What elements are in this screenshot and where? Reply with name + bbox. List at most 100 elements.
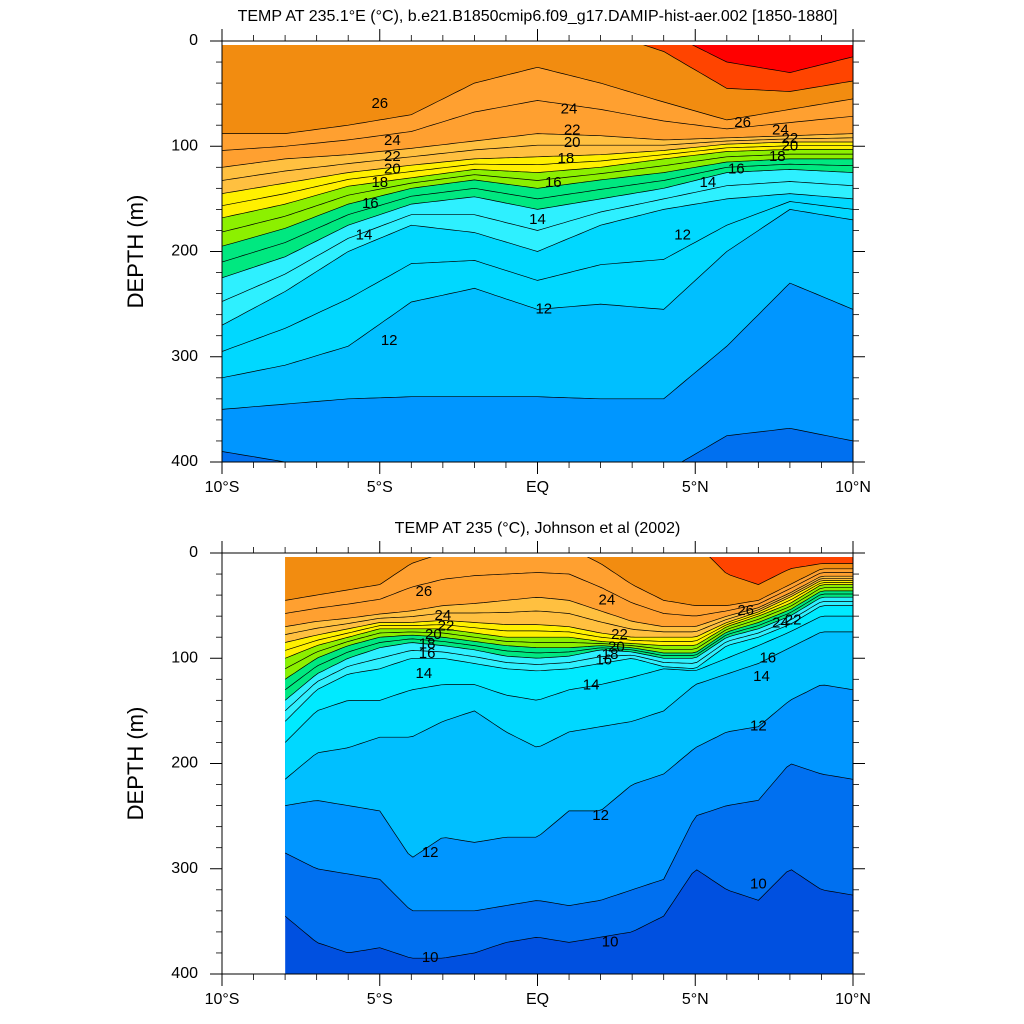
isotherm-25	[285, 572, 853, 617]
contour-label: 14	[416, 665, 433, 682]
isotherm-10	[285, 763, 854, 912]
isotherm-13	[222, 201, 853, 352]
contour-label: 18	[371, 174, 388, 191]
temperature-field	[285, 557, 854, 974]
contour-label: 20	[608, 639, 625, 656]
contour-label: 10	[750, 875, 767, 892]
x-tick-label: EQ	[526, 991, 549, 1008]
isotherm-16	[285, 596, 853, 701]
isotherm-23	[285, 577, 853, 635]
isotherm-22	[285, 580, 853, 643]
y-tick-label: 200	[171, 243, 198, 260]
contour-label: 22	[384, 148, 401, 165]
isotherm-20	[285, 584, 853, 659]
y-axis-label: DEPTH (m)	[123, 195, 148, 309]
y-tick-label: 0	[189, 544, 198, 561]
x-tick-label: 10°N	[835, 479, 871, 496]
isotherm-26	[285, 557, 853, 606]
isotherm-22	[222, 141, 853, 194]
isotherm-14	[285, 605, 853, 722]
contour-label: 10	[602, 933, 619, 950]
contour-label: 24	[772, 614, 789, 631]
contour-label: 24	[435, 607, 452, 624]
chart-title: TEMP AT 235.1°E (°C), b.e21.B1850cmip6.f…	[238, 8, 838, 25]
isotherm-14	[222, 193, 853, 326]
chart-title: TEMP AT 235 (°C), Johnson et al (2002)	[395, 520, 681, 537]
isotherm-12	[222, 209, 853, 379]
contour-label: 26	[371, 95, 388, 112]
contour-label: 22	[782, 130, 799, 147]
x-tick-label: 10°S	[205, 479, 240, 496]
contour-label: 16	[362, 195, 379, 212]
contour-label: 22	[438, 618, 455, 635]
isotherm-10	[222, 427, 853, 462]
temperature-field	[222, 45, 853, 462]
contour-label: 26	[734, 114, 751, 131]
isotherm-19	[222, 153, 853, 233]
isotherm-19	[285, 587, 853, 670]
y-tick-label: 100	[171, 649, 198, 666]
y-tick-label: 300	[171, 860, 198, 877]
contour-label: 12	[750, 718, 767, 735]
contour-label: 16	[419, 645, 436, 662]
y-tick-label: 100	[171, 137, 198, 154]
isotherm-23	[222, 137, 853, 181]
isotherm-24	[285, 575, 853, 628]
panel-observations: 2624222018161412102422201816141210262422…	[123, 520, 871, 1008]
isotherm-27	[709, 557, 853, 585]
x-tick-label: 10°N	[835, 991, 871, 1008]
contour-label: 16	[759, 649, 776, 666]
x-tick-label: 10°S	[205, 991, 240, 1008]
isotherm-24	[222, 133, 853, 168]
isotherm-9	[285, 869, 854, 959]
isotherm-11	[222, 282, 853, 410]
isotherm-27	[643, 45, 853, 92]
contour-label: 18	[558, 150, 575, 167]
isotherm-18	[285, 590, 853, 680]
isotherm-28	[691, 45, 853, 73]
contour-label: 10	[422, 949, 439, 966]
contour-label: 20	[564, 134, 581, 151]
isotherm-16	[222, 169, 853, 279]
contour-label: 24	[384, 132, 401, 149]
contour-label: 12	[422, 844, 439, 861]
isotherm-18	[222, 158, 853, 247]
contour-label: 12	[592, 807, 609, 824]
contour-label: 22	[611, 626, 628, 643]
isotherm-17	[285, 593, 853, 691]
contour-label: 12	[674, 227, 691, 244]
x-tick-label: 5°S	[367, 479, 393, 496]
contour-label: 24	[561, 100, 578, 117]
contour-label: 14	[753, 668, 770, 685]
y-tick-label: 300	[171, 348, 198, 365]
contour-label: 26	[737, 602, 754, 619]
contour-label: 22	[564, 121, 581, 138]
band-28	[692, 45, 853, 73]
isotherm-21	[285, 582, 853, 651]
contour-label: 20	[425, 626, 442, 643]
contour-label: 14	[583, 677, 600, 694]
isotherm-25	[222, 100, 853, 151]
contour-label: 18	[769, 148, 786, 165]
isotherm-26	[222, 66, 853, 134]
x-tick-label: 5°N	[682, 991, 709, 1008]
y-axis-label: DEPTH (m)	[123, 707, 148, 821]
isotherm-13	[285, 615, 853, 743]
contour-label: 24	[599, 591, 616, 608]
isotherm-20	[222, 149, 853, 219]
isotherm-17	[222, 163, 853, 263]
contour-label: 16	[728, 160, 745, 177]
isotherm-11	[285, 684, 854, 858]
contour-label: 20	[384, 160, 401, 177]
y-tick-label: 400	[171, 453, 198, 470]
band-26	[285, 557, 853, 606]
y-tick-label: 0	[189, 32, 198, 49]
contour-label: 18	[419, 636, 436, 653]
isotherm-15	[285, 601, 853, 712]
contour-label: 12	[381, 332, 398, 349]
isotherm-15	[222, 181, 853, 302]
contour-label: 16	[545, 174, 562, 191]
contour-label: 16	[595, 651, 612, 668]
x-tick-label: EQ	[526, 479, 549, 496]
